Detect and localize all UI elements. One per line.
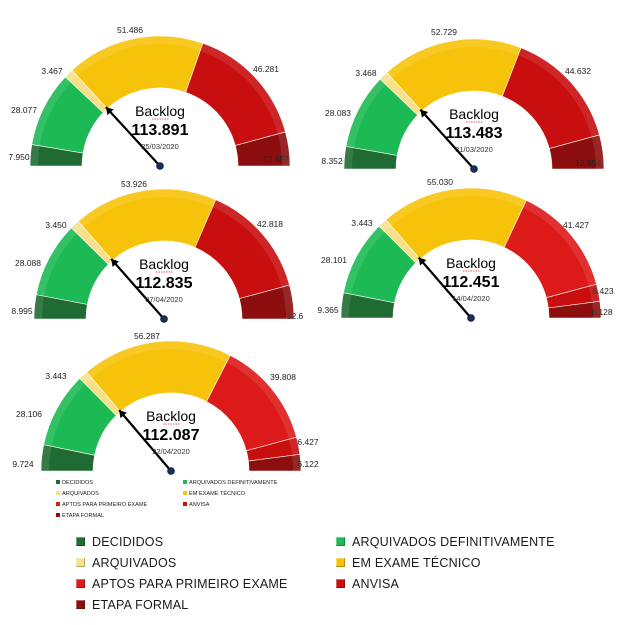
gauge-value-label: 46.281 [253, 64, 279, 74]
small-legend-label: ARQUIVADOS DEFINITIVAMENTE [189, 480, 278, 486]
gauge-total: 113.483 [446, 125, 503, 142]
gauge-value-label: 3.450 [45, 220, 67, 230]
gauge-title: Backlog [449, 106, 499, 122]
gauge-needle [110, 258, 165, 320]
gauge-value-label: 6.128 [591, 307, 613, 317]
gauge-value-label: 28.083 [325, 108, 351, 118]
gauge-segment-anvisa [185, 42, 286, 146]
gauge-value-label: 28.106 [16, 409, 42, 419]
gauge-total: 112.451 [443, 274, 500, 291]
gauge-date: 25/03/2020 [141, 142, 179, 151]
gauge-value-label: 8.995 [11, 306, 33, 316]
gauge-value-label: 51.486 [117, 25, 143, 35]
gauge-segment-anvisa [501, 47, 600, 149]
gauge-value-label: 44.632 [565, 66, 591, 76]
gauge-title: Backlog [135, 103, 185, 119]
gauge-value-label: 41.427 [563, 220, 589, 230]
gauge-needle [105, 106, 161, 167]
small-legend-swatch [56, 513, 60, 517]
gauge-value-label: 8.352 [321, 156, 343, 166]
gauge-value-label: 56.287 [134, 331, 160, 341]
gauge-segment-etapa-formal [248, 454, 302, 472]
gauge-chart-5: 9.724 28.106 3.443 56.287 39.808 6.427 6.122 Ba… [12, 331, 319, 475]
small-legend-label: EM EXAME TÉCNICO [189, 490, 246, 497]
small-legend-label: ETAPA FORMAL [62, 513, 104, 519]
gauge-chart-2: 8.352 28.083 3.468 52.729 44.632 12.654 Backlo… [321, 27, 605, 173]
small-legend: DECIDIDOS ARQUIVADOS DEFINITIVAMENTE ARQUI… [56, 480, 278, 519]
gauge-total: 112.087 [143, 427, 200, 444]
gauge-needle-arrowhead [105, 107, 114, 116]
gauge-segment-etapa-formal [238, 284, 295, 320]
gauge-value-label: 9.365 [317, 305, 339, 315]
gauge-title: Backlog [139, 256, 189, 272]
gauge-total: 112.835 [136, 275, 193, 292]
small-legend-swatch [183, 491, 187, 495]
gauge-value-label: 3.443 [45, 371, 67, 381]
gauge-value-label: 6.122 [297, 459, 319, 469]
gauge-value-label: 55.030 [427, 177, 453, 187]
gauge-needle-arrowhead [111, 258, 119, 267]
gauge-title: Backlog [146, 408, 196, 424]
small-legend-label: APTOS PARA PRIMEIRO EXAME [62, 502, 148, 508]
gauge-value-label: 6.427 [297, 437, 319, 447]
gauge-date: 31/03/2020 [455, 145, 493, 154]
small-legend-label: ANVISA [189, 502, 210, 508]
gauge-date: 22/04/2020 [152, 447, 190, 456]
small-legend-swatch [183, 502, 187, 506]
small-legend-swatch [183, 480, 187, 484]
gauge-needle-hub [160, 315, 168, 323]
gauge-value-label: 12.654 [575, 158, 601, 168]
gauge-value-label: 12.657 [263, 154, 289, 164]
gauge-value-label: 52.729 [431, 27, 457, 37]
gauge-needle [118, 409, 172, 472]
gauge-segment-etapa-formal [234, 131, 291, 167]
gauge-value-label: 3.467 [41, 66, 63, 76]
gauge-needle [419, 108, 475, 170]
gauge-title: Backlog [446, 255, 496, 271]
gauge-segment-etapa-formal [548, 301, 602, 319]
gauge-needle [417, 256, 472, 319]
small-legend-label: ARQUIVADOS [62, 491, 99, 497]
gauge-needle-arrowhead [418, 257, 427, 266]
gauge-value-label: 6.423 [592, 286, 614, 296]
gauge-value-label: 3.468 [355, 68, 377, 78]
gauge-value-label: 7.950 [8, 152, 30, 162]
gauge-needle-hub [167, 467, 175, 475]
gauge-date: 14/04/2020 [452, 294, 490, 303]
gauge-segment-etapa-formal [548, 134, 605, 170]
gauge-chart-1: 7.950 28.077 3.467 51.486 46.281 12.657 Backlo… [8, 25, 291, 170]
small-legend-swatch [56, 491, 60, 495]
gauge-needle-hub [156, 162, 164, 170]
gauge-value-label: 9.724 [12, 459, 34, 469]
gauge-value-label: 39.808 [270, 372, 296, 382]
gauge-chart-4: 9.365 28.101 3.443 55.030 41.427 6.423 6.128 Ba… [317, 177, 614, 322]
gauge-segment-anvisa [194, 199, 290, 300]
gauge-needle-arrowhead [119, 410, 127, 419]
gauge-value-label: 28.101 [321, 255, 347, 265]
gauge-needle-hub [467, 314, 475, 322]
gauge-needle-hub [470, 165, 478, 173]
gauge-total: 113.891 [132, 122, 189, 139]
gauge-value-label: 53.926 [121, 179, 147, 189]
small-legend-swatch [56, 502, 60, 506]
small-legend-label: DECIDIDOS [62, 480, 93, 486]
gauge-value-label: 3.443 [351, 218, 373, 228]
gauge-date: 07/04/2020 [145, 295, 183, 304]
gauge-value-label: 28.088 [15, 258, 41, 268]
gauge-needle-arrowhead [420, 109, 429, 118]
gauge-value-label: 12.6 [287, 311, 304, 321]
gauge-value-label: 42.818 [257, 219, 283, 229]
gauge-value-label: 28.077 [11, 105, 37, 115]
gauge-chart-3: 8.995 28.088 3.450 53.926 42.818 12.6 Backlog 1… [11, 179, 304, 323]
small-legend-swatch [56, 480, 60, 484]
